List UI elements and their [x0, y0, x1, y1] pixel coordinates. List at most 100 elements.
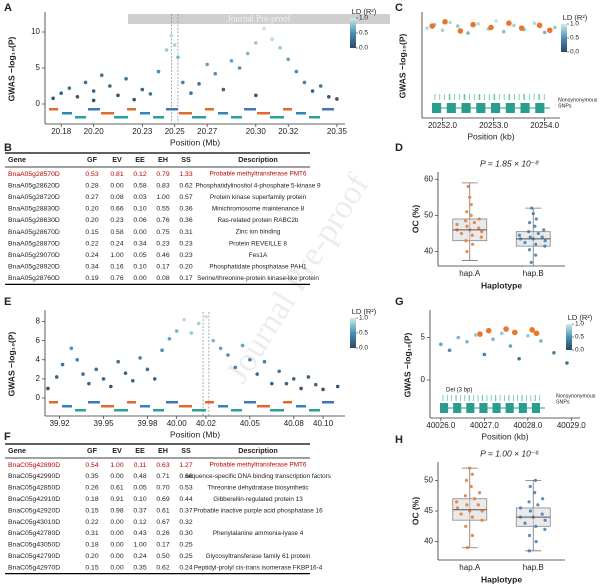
snp-point [313, 382, 318, 387]
colorbar-label: 1.0 [359, 315, 368, 322]
sample-point [534, 524, 538, 528]
x-axis-label: Position (kb) [467, 131, 514, 141]
score: 0.00 [110, 182, 123, 189]
lead-snp [546, 27, 553, 34]
x-tick-label: 20.30 [246, 127, 267, 136]
y-axis-label: OC (%) [410, 205, 420, 234]
sample-point [459, 512, 463, 516]
gene-exon [461, 103, 471, 113]
sample-point [468, 195, 472, 199]
sample-point [527, 500, 531, 504]
snp-point [167, 336, 172, 341]
score: 0.66 [110, 206, 123, 213]
score: 0.17 [156, 542, 169, 549]
snp-point [254, 41, 258, 45]
deletion-label: Del (3 bp) [446, 388, 472, 394]
snp-point [67, 86, 72, 90]
score: 0.22 [85, 240, 98, 247]
snp-point [51, 96, 55, 101]
sample-point [465, 503, 469, 507]
score: 0.81 [110, 171, 123, 178]
gene [127, 108, 136, 111]
snp-point [182, 317, 186, 322]
snp-point [473, 333, 478, 337]
gene-id: BnaC05g42790D [8, 553, 60, 560]
sample-point [528, 235, 532, 239]
gene [192, 409, 206, 412]
sample-point [533, 491, 537, 495]
snp-point [318, 84, 323, 88]
gene [101, 112, 114, 115]
snp-point [447, 348, 452, 353]
sample-point [477, 226, 481, 230]
sample-point [533, 478, 538, 482]
gene-exon [466, 403, 475, 413]
gene [101, 405, 114, 408]
score: 0.36 [179, 206, 192, 213]
legend-title: LD (R²) [563, 13, 588, 22]
score: 0.17 [156, 264, 169, 271]
score: 0.46 [156, 252, 169, 259]
gene [179, 405, 192, 408]
gene [114, 409, 128, 412]
score: 0.79 [156, 171, 169, 178]
snp-point [466, 31, 470, 35]
snp-point [176, 55, 180, 59]
lead-snp [442, 18, 448, 25]
snp-point [508, 344, 513, 348]
y-tick-label: 0 [36, 99, 41, 108]
snp-point [565, 361, 569, 365]
score: 0.23 [110, 217, 123, 224]
colorbar-label: 0.0 [359, 45, 368, 52]
sample-point [477, 491, 482, 495]
gene [296, 112, 306, 115]
y-tick-label: 4 [36, 355, 41, 364]
snp-point [455, 24, 460, 28]
score: 0.20 [179, 264, 192, 271]
gene [140, 405, 150, 408]
snp-point [75, 357, 79, 362]
score: 0.15 [85, 507, 98, 514]
snp-point [181, 80, 185, 85]
sample-point [464, 524, 468, 528]
y-axis-label: GWAS −log₁₀(P) [6, 331, 16, 396]
gene [75, 116, 86, 119]
x-tick-label: 40029.0 [557, 421, 586, 430]
snp-point [270, 381, 274, 386]
x-axis-label: Position (Mb) [170, 137, 220, 147]
score: 0.58 [133, 182, 146, 189]
score: 0.05 [133, 252, 146, 259]
x-tick-label: 20254.0 [530, 121, 559, 130]
snp-point [204, 314, 208, 319]
lead-snp [485, 327, 492, 334]
gene [218, 405, 228, 408]
gene-exon [479, 403, 488, 413]
snp-point [140, 87, 145, 92]
score: 0.03 [133, 194, 146, 201]
gene [62, 112, 72, 115]
score: 1.00 [110, 462, 123, 469]
y-tick-label: 50 [424, 210, 433, 219]
gene [62, 405, 72, 408]
snp-point [172, 43, 177, 47]
snp-point [116, 93, 120, 98]
gene-exon [491, 103, 501, 113]
score: 0.20 [85, 217, 98, 224]
gene [49, 108, 58, 111]
score: 0.91 [110, 496, 123, 503]
y-axis-label: GWAS −log₁₀(P) [397, 33, 407, 98]
score: 0.00 [133, 275, 146, 282]
score: 0.53 [179, 485, 192, 492]
snp-point [255, 372, 259, 376]
score: 0.50 [156, 553, 169, 560]
snp-point [254, 93, 258, 98]
score: 0.27 [85, 194, 98, 201]
score: 0.23 [156, 240, 169, 247]
x-axis-label: Haplotype [481, 574, 522, 584]
snp-point [245, 51, 250, 56]
x-tick-label: 20.23 [132, 127, 153, 136]
score: 0.32 [179, 519, 192, 526]
score: 0.83 [156, 182, 169, 189]
sample-point [543, 518, 547, 522]
